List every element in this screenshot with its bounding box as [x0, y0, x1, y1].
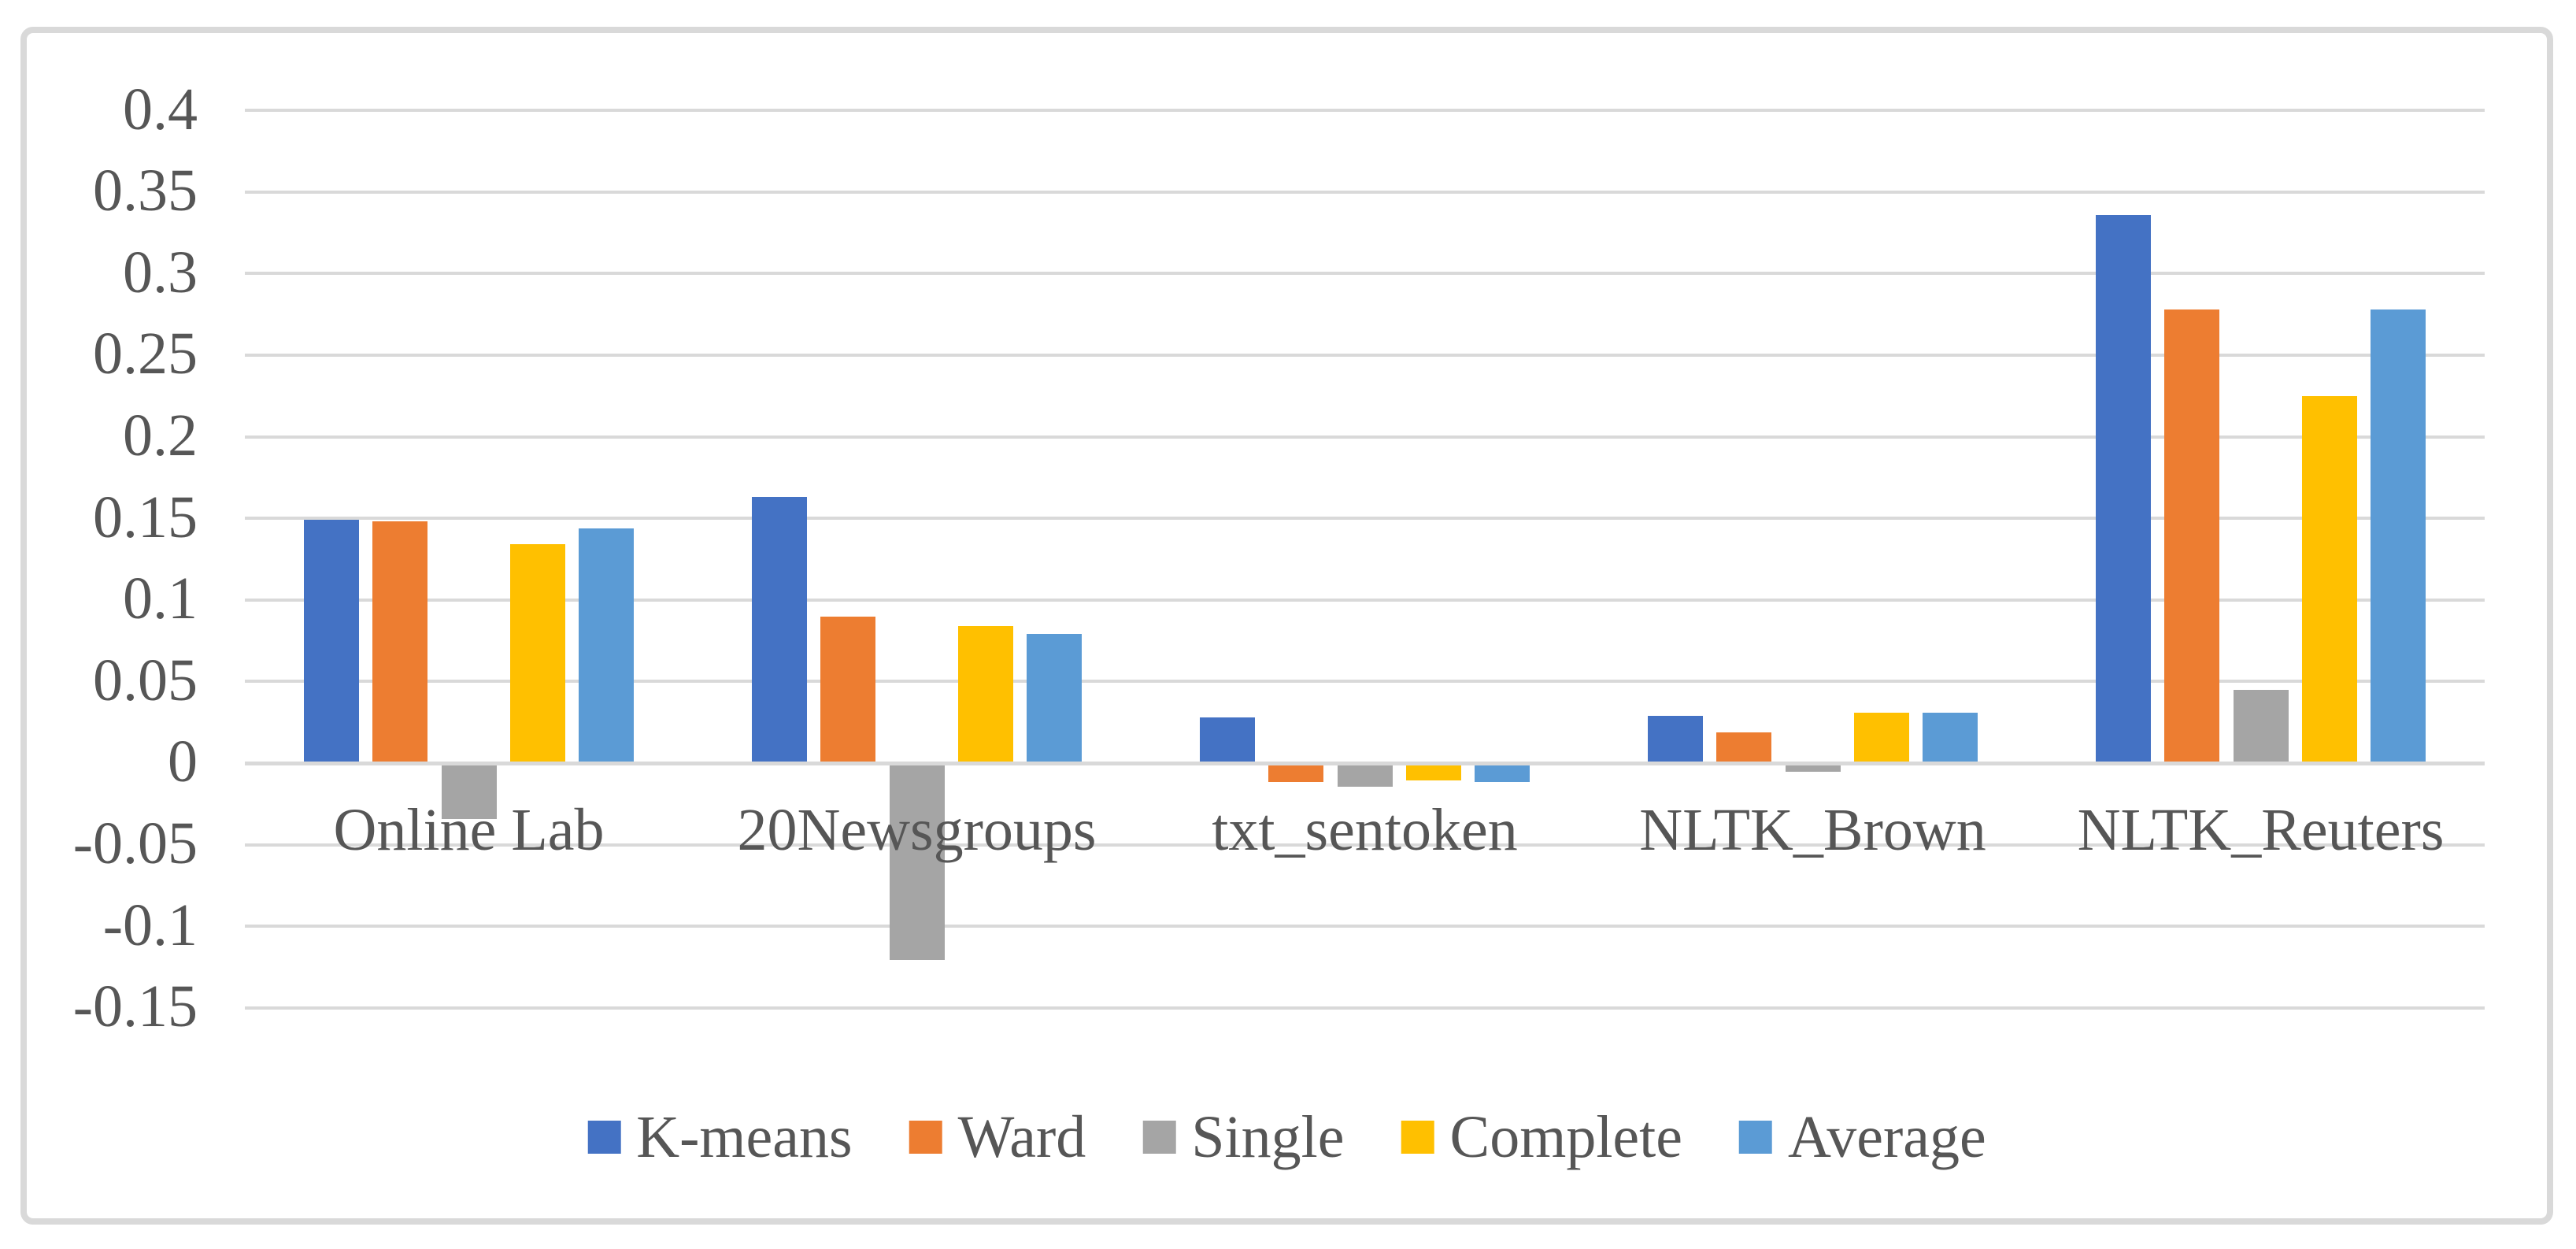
bar	[509, 544, 565, 762]
bar	[820, 617, 876, 762]
category-label: NLTK_Brown	[1639, 797, 1986, 863]
bar	[2096, 215, 2152, 762]
legend-item: K-means	[587, 1104, 853, 1170]
bar	[2301, 396, 2357, 762]
bar	[1337, 765, 1393, 787]
legend-label: Average	[1788, 1104, 1986, 1170]
y-gridline	[245, 435, 2485, 439]
bar	[957, 626, 1013, 762]
category-label: txt_sentoken	[1212, 797, 1518, 863]
bar	[1716, 732, 1772, 762]
y-gridline	[245, 843, 2485, 847]
bar	[752, 497, 808, 762]
y-tick-label: 0.3	[123, 239, 198, 306]
y-tick-label: 0.05	[93, 647, 198, 713]
y-gridline	[245, 272, 2485, 276]
bar	[889, 765, 945, 960]
legend-item: Single	[1142, 1104, 1345, 1170]
legend-swatch-icon	[1739, 1121, 1773, 1154]
y-gridline	[245, 680, 2485, 684]
bar	[1648, 716, 1704, 762]
bar	[1785, 765, 1841, 772]
y-gridline	[245, 925, 2485, 928]
legend-swatch-icon	[1142, 1121, 1176, 1154]
bar	[372, 521, 428, 762]
bar	[1474, 765, 1530, 782]
y-tick-label: 0.4	[123, 76, 198, 143]
y-tick-label: 0	[168, 728, 198, 795]
y-gridline	[245, 517, 2485, 521]
category-label: Online Lab	[333, 797, 605, 863]
legend-swatch-icon	[587, 1121, 621, 1154]
bar	[1922, 713, 1978, 762]
bar	[304, 520, 360, 762]
bar	[2233, 690, 2289, 762]
legend-label: Ward	[957, 1104, 1086, 1170]
y-tick-label: 0.25	[93, 321, 198, 387]
y-tick-label: 0.2	[123, 402, 198, 469]
chart-frame: K-means Ward Single Complete Average 0.4 0.35…	[20, 27, 2553, 1225]
y-tick-label: 0.35	[93, 158, 198, 224]
bar	[1026, 634, 1082, 762]
zero-axis-line	[245, 762, 2485, 765]
legend-label: Complete	[1449, 1104, 1683, 1170]
category-label: NLTK_Reuters	[2077, 797, 2445, 863]
legend-item: Complete	[1401, 1104, 1683, 1170]
legend-label: Single	[1191, 1104, 1345, 1170]
y-tick-label: -0.1	[102, 891, 198, 958]
y-tick-label: 0.15	[93, 484, 198, 550]
y-gridline	[245, 1006, 2485, 1010]
y-tick-label: -0.05	[72, 810, 198, 877]
legend-swatch-icon	[909, 1121, 942, 1154]
bar	[1200, 717, 1256, 762]
y-gridline	[245, 598, 2485, 602]
legend-swatch-icon	[1401, 1121, 1434, 1154]
bar	[441, 765, 497, 819]
legend-item: Average	[1739, 1107, 1986, 1167]
bar	[2370, 309, 2426, 762]
legend: K-means Ward Single Complete Average	[587, 1107, 1986, 1167]
y-tick-label: 0.1	[123, 565, 198, 632]
category-label: 20Newsgroups	[737, 797, 1097, 863]
y-gridline	[245, 190, 2485, 194]
legend-label: K-means	[636, 1104, 853, 1170]
y-tick-label: -0.15	[72, 973, 198, 1040]
bar	[1268, 765, 1324, 782]
bar	[578, 528, 634, 762]
y-gridline	[245, 354, 2485, 357]
legend-item: Ward	[909, 1107, 1086, 1167]
y-gridline	[245, 109, 2485, 113]
bar	[2164, 309, 2220, 762]
bar	[1853, 713, 1909, 762]
bar	[1405, 765, 1461, 780]
